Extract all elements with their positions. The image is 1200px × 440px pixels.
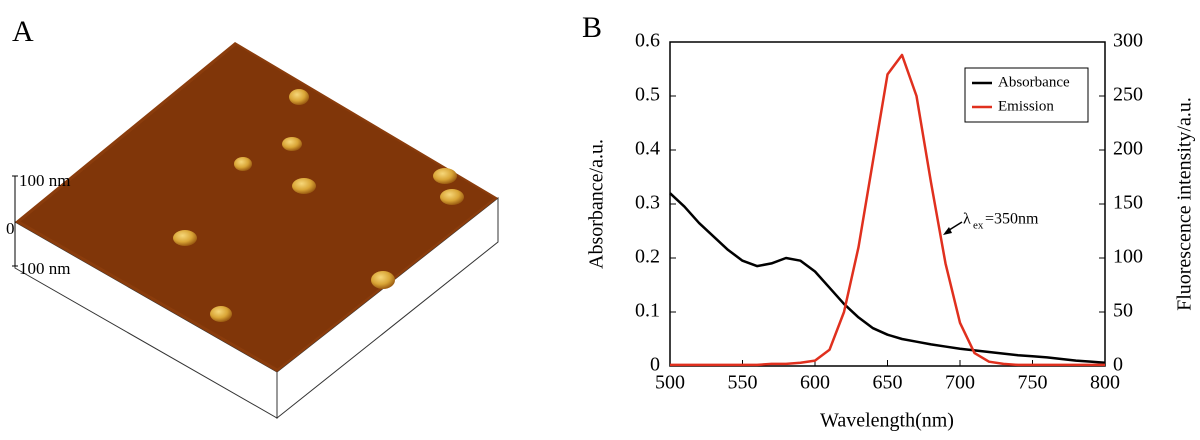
y2-tick-label: 200 (1113, 138, 1143, 160)
annotation: λ ex =350nm (943, 211, 1039, 235)
x-axis-label: Wavelength(nm) (820, 410, 954, 432)
y2-tick-label: 100 (1113, 246, 1143, 268)
y2-tick-label: 150 (1113, 192, 1143, 214)
panel-label: A (12, 15, 34, 48)
scale-label: 100 nm (19, 171, 70, 190)
scale-label: 100 nm (19, 259, 70, 278)
legend-box (964, 67, 1089, 123)
y-tick-label: 0.4 (635, 138, 660, 160)
x-tick-label: 650 (873, 372, 903, 394)
series-line (669, 192, 1106, 365)
x-tick-label: 600 (800, 372, 830, 394)
y2-tick-label: 300 (1113, 30, 1143, 52)
box-side (276, 196, 499, 420)
y-tick-label: 0.6 (635, 30, 660, 52)
annotation-text: =350nm (985, 211, 1039, 228)
annotation-symbol: λ (963, 211, 971, 228)
y-tick-label: 0 (650, 354, 660, 376)
x-tick-label: 700 (945, 372, 975, 394)
annotation-subscript: ex (973, 220, 984, 232)
y2-tick-label: 50 (1113, 300, 1133, 322)
x-tick-label: 750 (1018, 372, 1048, 394)
scale-label: 0 (6, 219, 15, 238)
x-tick-label: 800 (1090, 372, 1120, 394)
y-tick-label: 0.5 (635, 84, 660, 106)
y2-axis-label: Fluorescence intensity/a.u. (1174, 97, 1196, 311)
y2-tick-label: 250 (1113, 84, 1143, 106)
afm-particles (173, 89, 464, 322)
annotation-arrowhead (943, 227, 952, 235)
panel-label: B (582, 11, 602, 44)
x-tick-label: 550 (728, 372, 758, 394)
y-axis-label: Absorbance/a.u. (586, 139, 608, 269)
y-tick-label: 0.1 (635, 300, 660, 322)
series-line (670, 53, 1105, 367)
legend-label: Absorbance (998, 74, 1070, 90)
legend-label: Emission (998, 98, 1054, 114)
y-tick-label: 0.3 (635, 192, 660, 214)
afm-surface (15, 42, 498, 372)
x-tick-label: 500 (655, 372, 685, 394)
y2-tick-label: 0 (1113, 354, 1123, 376)
y-tick-label: 0.2 (635, 246, 660, 268)
afm-texture (20, 45, 495, 369)
